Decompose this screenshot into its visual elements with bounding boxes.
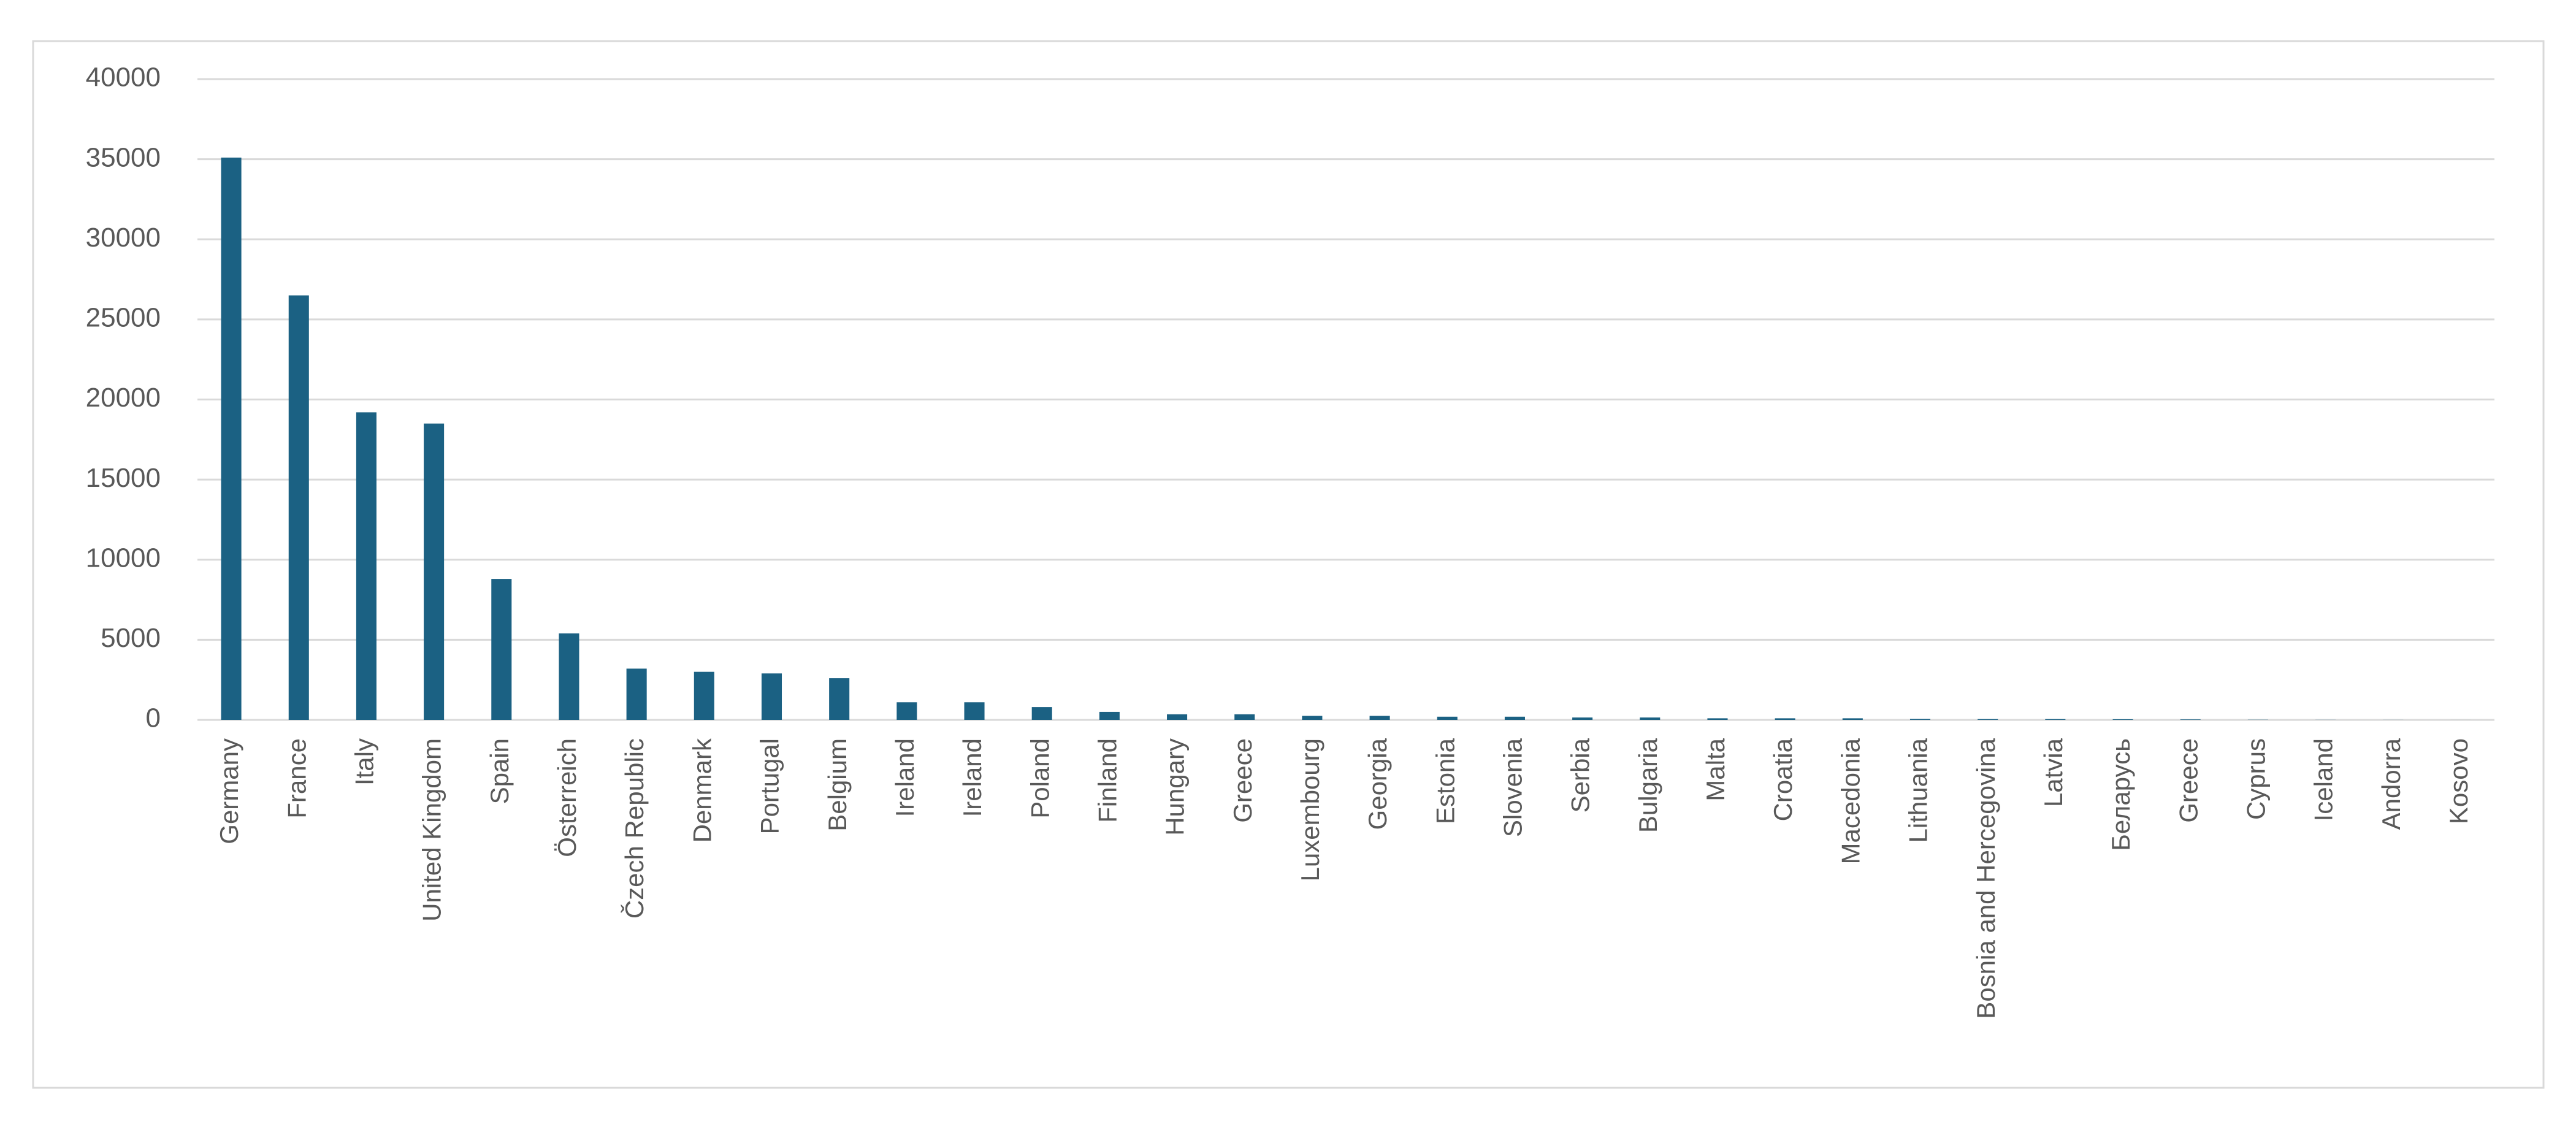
x-tick-label: Iceland bbox=[2309, 738, 2338, 821]
bar bbox=[1099, 711, 1120, 720]
bar bbox=[1031, 707, 1052, 720]
x-tick-label: Italy bbox=[350, 738, 379, 786]
bar bbox=[761, 673, 782, 720]
bar bbox=[694, 671, 714, 720]
bar bbox=[1978, 719, 1998, 720]
x-tick-label: Hungary bbox=[1161, 738, 1190, 836]
x-tick-label: Portugal bbox=[755, 738, 784, 834]
y-tick-label: 10000 bbox=[86, 543, 161, 573]
y-tick-label: 25000 bbox=[86, 303, 161, 333]
x-tick-label: Ireland bbox=[958, 738, 987, 817]
bar bbox=[288, 295, 309, 720]
bar bbox=[221, 158, 242, 720]
bar bbox=[424, 423, 445, 720]
x-tick-label: United Kingdom bbox=[418, 738, 446, 922]
bar bbox=[964, 702, 985, 720]
y-tick-label: 40000 bbox=[86, 63, 161, 93]
bar bbox=[1775, 718, 1795, 720]
bar bbox=[491, 579, 512, 720]
x-tick-label: Spain bbox=[485, 738, 514, 804]
bar bbox=[1572, 717, 1593, 720]
x-tick-label: Belgium bbox=[823, 738, 852, 832]
x-tick-label: Беларусь bbox=[2106, 738, 2135, 851]
bar bbox=[2112, 719, 2133, 720]
y-tick-label: 30000 bbox=[86, 223, 161, 253]
y-tick-label: 15000 bbox=[86, 463, 161, 493]
bar bbox=[829, 678, 850, 720]
x-tick-label: Lithuania bbox=[1904, 738, 1933, 843]
chart-border bbox=[32, 40, 2545, 1089]
bar bbox=[626, 668, 647, 720]
x-tick-label: Cyprus bbox=[2241, 738, 2270, 820]
x-tick-label: Denmark bbox=[687, 738, 716, 843]
y-tick-label: 35000 bbox=[86, 142, 161, 172]
x-tick-label: Germany bbox=[215, 738, 243, 844]
bar bbox=[1707, 718, 1728, 720]
x-tick-label: Latvia bbox=[2039, 738, 2068, 807]
x-tick-label: Čzech Republic bbox=[620, 738, 649, 919]
bar bbox=[1504, 716, 1525, 720]
x-tick-label: Andorra bbox=[2377, 738, 2406, 830]
bar bbox=[896, 702, 917, 720]
bar bbox=[1234, 714, 1255, 720]
x-tick-label: Greece bbox=[1228, 738, 1257, 823]
bar bbox=[1640, 717, 1661, 720]
x-tick-label: Malta bbox=[1701, 738, 1730, 801]
x-tick-label: Georgia bbox=[1363, 738, 1392, 830]
y-tick-label: 5000 bbox=[101, 623, 161, 653]
bar bbox=[559, 633, 579, 720]
x-tick-label: Luxembourg bbox=[1296, 738, 1324, 881]
x-tick-label: Ireland bbox=[890, 738, 919, 817]
bar bbox=[1369, 716, 1390, 720]
x-tick-label: Croatia bbox=[1768, 738, 1797, 821]
y-tick-label: 0 bbox=[146, 703, 161, 733]
x-tick-label: Serbia bbox=[1566, 738, 1595, 812]
x-tick-label: Poland bbox=[1025, 738, 1054, 819]
bar bbox=[1167, 714, 1188, 720]
bar bbox=[2180, 719, 2201, 720]
x-tick-label: Bulgaria bbox=[1634, 738, 1662, 833]
x-tick-label: Macedonia bbox=[1836, 738, 1865, 864]
x-tick-label: Bosnia and Hercegovina bbox=[1971, 738, 2000, 1019]
x-tick-label: Estonia bbox=[1431, 738, 1459, 824]
x-tick-label: Greece bbox=[2174, 738, 2203, 823]
bar bbox=[1302, 716, 1323, 720]
x-tick-label: Slovenia bbox=[1499, 738, 1527, 837]
x-tick-label: Kosovo bbox=[2444, 738, 2473, 824]
bar bbox=[1842, 718, 1863, 720]
bar bbox=[1909, 719, 1931, 720]
y-tick-label: 20000 bbox=[86, 383, 161, 413]
x-tick-label: France bbox=[282, 738, 311, 819]
bar bbox=[2045, 719, 2066, 720]
bar bbox=[1437, 716, 1458, 720]
x-tick-label: Finland bbox=[1093, 738, 1122, 823]
bar bbox=[356, 412, 376, 720]
x-tick-label: Österreich bbox=[552, 738, 581, 857]
